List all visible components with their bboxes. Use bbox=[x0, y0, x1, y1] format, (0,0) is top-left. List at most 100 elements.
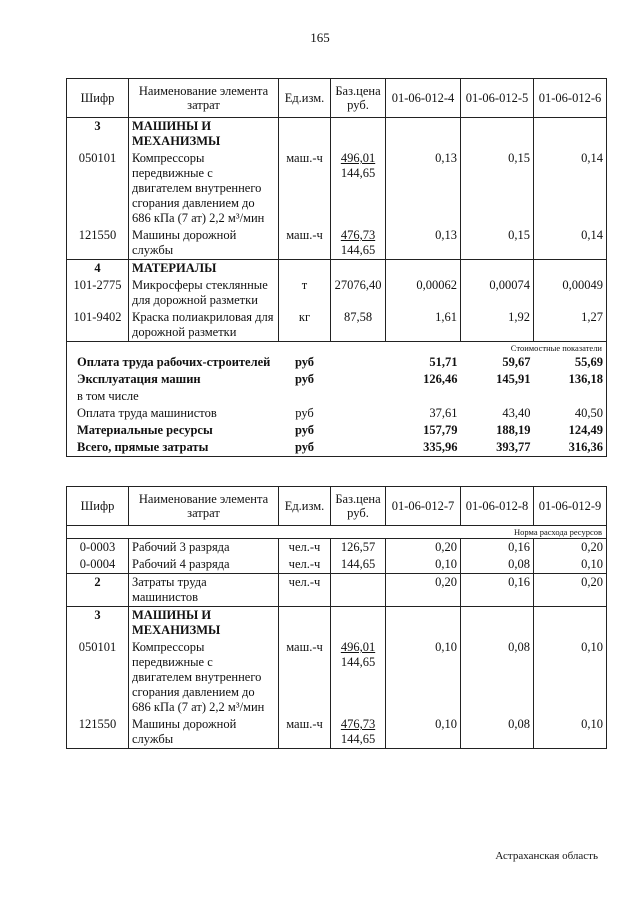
header-row: Шифр Наименование элемента затрат Ед.изм. Б… bbox=[66, 78, 607, 118]
header-cell: 01-06-012-6 bbox=[533, 78, 607, 118]
unit-cell: руб bbox=[295, 406, 314, 420]
value-cell bbox=[460, 606, 534, 639]
header-cell: 01-06-012-7 bbox=[385, 486, 461, 526]
value-cell bbox=[533, 259, 607, 277]
summary-row: Эксплуатация машин руб 126,46 145,91 136,18 bbox=[66, 371, 607, 388]
table-row: 121550 Машины дорожной службы маш.-ч 476,73… bbox=[66, 227, 607, 260]
price-line: 144,65 bbox=[340, 166, 376, 180]
unit-cell: кг bbox=[278, 309, 331, 342]
value-cell: 40,50 bbox=[533, 405, 607, 422]
code-cell: 4 bbox=[66, 259, 129, 277]
code-cell: 121550 bbox=[66, 716, 129, 749]
header-cell: Баз.цена руб. bbox=[330, 78, 386, 118]
value-cell: 0,20 bbox=[533, 538, 607, 556]
code-cell: 121550 bbox=[66, 227, 129, 260]
table-row: 2 Затраты труда машинистов чел.-ч 0,20 0,16 0… bbox=[66, 573, 607, 607]
value-cell: 316,36 bbox=[533, 439, 607, 457]
empty-cell bbox=[331, 439, 386, 457]
header-cell: 01-06-012-5 bbox=[460, 78, 534, 118]
price-line: 144,65 bbox=[340, 655, 376, 669]
empty-cell bbox=[331, 422, 386, 439]
value-cell: 0,16 bbox=[460, 573, 534, 607]
price-line: 496,01 bbox=[340, 640, 376, 654]
price-line: 476,73 bbox=[340, 717, 376, 731]
header-row: Шифр Наименование элемента затрат Ед.изм. Б… bbox=[66, 486, 607, 526]
footer: Астраханская область bbox=[495, 850, 598, 862]
unit-cell bbox=[278, 117, 331, 150]
table-row: 101-2775 Микросферы стеклянные для дорожн… bbox=[66, 277, 607, 309]
table-row: 121550 Машины дорожной службы маш.-ч 476,73… bbox=[66, 716, 607, 749]
price-cell bbox=[330, 573, 386, 607]
header-cell: 01-06-012-9 bbox=[533, 486, 607, 526]
price-cell bbox=[330, 259, 386, 277]
code-cell: 3 bbox=[66, 117, 129, 150]
unit-cell: чел.-ч bbox=[278, 556, 331, 574]
value-cell: 145,91 bbox=[496, 372, 531, 386]
empty-cell bbox=[331, 388, 386, 405]
price-line: 144,65 bbox=[340, 732, 376, 746]
label-row: Стоимостные показатели bbox=[66, 341, 607, 354]
cost-table: Шифр Наименование элемента затрат Ед.изм. Б… bbox=[66, 78, 607, 457]
summary-row: Оплата труда машинистов руб 37,61 43,40 40,5… bbox=[66, 405, 607, 422]
value-cell bbox=[533, 606, 607, 639]
table-row: 3 МАШИНЫ И МЕХАНИЗМЫ bbox=[66, 117, 607, 150]
price-cell: 126,57 bbox=[330, 538, 386, 556]
value-cell: 0,00062 bbox=[385, 277, 461, 309]
summary-name: Материальные ресурсы bbox=[66, 422, 279, 439]
value-cell: 0,15 bbox=[460, 227, 534, 260]
section-label: Норма расхода ресурсов bbox=[66, 525, 607, 539]
value-cell: 0,08 bbox=[460, 716, 534, 749]
unit-cell: руб bbox=[294, 440, 315, 454]
value-cell bbox=[385, 606, 461, 639]
table-row: 050101 Компрессоры передвижные с двигател… bbox=[66, 150, 607, 227]
value-cell: 0,08 bbox=[460, 556, 534, 574]
value-cell: 0,10 bbox=[385, 716, 461, 749]
table-row: 0-0003 Рабочий 3 разряда чел.-ч 126,57 0,20 0… bbox=[66, 538, 607, 556]
name-cell: Микросферы стеклянные для дорожной разме… bbox=[128, 277, 279, 309]
value-cell: 0,15 bbox=[460, 150, 534, 227]
header-cell: 01-06-012-4 bbox=[385, 78, 461, 118]
header-cell: Шифр bbox=[66, 78, 129, 118]
table-header: Шифр Наименование элемента затрат Ед.изм. Б… bbox=[66, 486, 607, 526]
name-cell: МАШИНЫ И МЕХАНИЗМЫ bbox=[128, 606, 279, 639]
table-header: Шифр Наименование элемента затрат Ед.изм. Б… bbox=[66, 78, 607, 118]
code-cell: 0-0004 bbox=[66, 556, 129, 574]
summary-row: Материальные ресурсы руб 157,79 188,19 124,4… bbox=[66, 422, 607, 439]
value-cell bbox=[385, 117, 461, 150]
name-cell: Компрессоры передвижные с двигателем вну… bbox=[128, 639, 279, 716]
value-cell: 0,20 bbox=[385, 538, 461, 556]
code-cell: 050101 bbox=[66, 639, 129, 716]
value-cell: 0,10 bbox=[385, 556, 461, 574]
price-cell bbox=[330, 117, 386, 150]
unit-cell: т bbox=[278, 277, 331, 309]
value-cell: 1,27 bbox=[533, 309, 607, 342]
price-cell: 476,73 144,65 bbox=[330, 227, 386, 260]
value-cell: 0,08 bbox=[460, 639, 534, 716]
value-cell: 43,40 bbox=[502, 406, 531, 420]
empty-cell bbox=[331, 354, 386, 371]
table-row: 3 МАШИНЫ И МЕХАНИЗМЫ bbox=[66, 606, 607, 639]
name-cell: Затраты труда машинистов bbox=[128, 573, 279, 607]
summary-row: Всего, прямые затраты руб 335,96 393,77 316,… bbox=[66, 439, 607, 457]
unit-cell bbox=[279, 388, 331, 405]
value-cell: 0,10 bbox=[385, 639, 461, 716]
code-cell: 050101 bbox=[66, 150, 129, 227]
header-cell: Наименование элемента затрат bbox=[128, 486, 279, 526]
value-cell: 0,16 bbox=[460, 538, 534, 556]
section-label: Стоимостные показатели bbox=[66, 341, 607, 354]
value-cell: 0,14 bbox=[533, 227, 607, 260]
value-cell: 0,00049 bbox=[533, 277, 607, 309]
table-row: 4 МАТЕРИАЛЫ bbox=[66, 259, 607, 277]
value-cell: 0,10 bbox=[533, 556, 607, 574]
unit-cell: чел.-ч bbox=[278, 573, 331, 607]
value-cell: 55,69 bbox=[533, 354, 607, 371]
value-cell: 37,61 bbox=[429, 406, 458, 420]
label-cell: Стоимостные показатели bbox=[66, 341, 607, 354]
row-group: 4 МАТЕРИАЛЫ 101-2775 Микросферы стеклянные … bbox=[66, 259, 607, 342]
price-line: 144,65 bbox=[340, 243, 376, 257]
unit-cell: руб bbox=[294, 372, 315, 386]
table-row: 050101 Компрессоры передвижные с двигател… bbox=[66, 639, 607, 716]
unit-cell: маш.-ч bbox=[278, 227, 331, 260]
value-cell: 0,14 bbox=[533, 150, 607, 227]
